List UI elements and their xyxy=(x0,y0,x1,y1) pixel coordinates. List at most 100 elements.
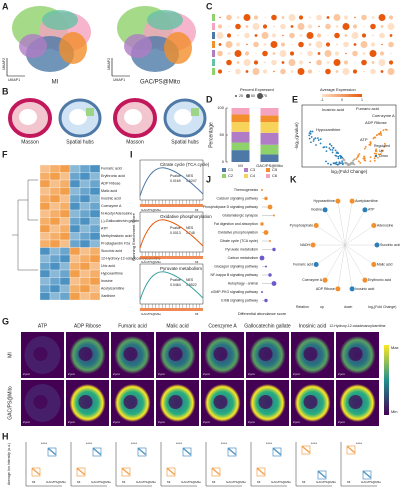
heat-cell xyxy=(59,269,71,278)
dot xyxy=(262,50,268,57)
point xyxy=(78,469,80,471)
point xyxy=(353,163,356,166)
bar-segment xyxy=(260,154,279,162)
group-end: MI xyxy=(195,312,198,316)
point xyxy=(375,134,378,137)
dot xyxy=(362,52,366,55)
dot xyxy=(216,32,224,39)
group-label: MI xyxy=(257,480,260,484)
x-tick-label: GAC/PS@Mito xyxy=(256,163,284,168)
pathway-label: Fat digestion and absorption xyxy=(214,222,258,226)
panel-letter: C xyxy=(206,1,213,11)
dot xyxy=(273,214,275,217)
dot xyxy=(326,61,330,64)
point xyxy=(79,470,82,472)
hub-patch xyxy=(86,108,94,116)
point xyxy=(332,146,335,149)
row-label: GAC/PS@Mito xyxy=(7,386,13,420)
section-label: Spatial hubs xyxy=(171,139,199,145)
point xyxy=(276,451,279,453)
point xyxy=(351,161,354,164)
heat-cell xyxy=(49,164,61,173)
lumen xyxy=(33,395,48,409)
dot xyxy=(308,43,312,46)
dot xyxy=(352,24,358,29)
edge xyxy=(324,209,346,246)
edge xyxy=(344,225,374,246)
edge xyxy=(344,209,366,246)
dot xyxy=(361,59,367,66)
legend-swatch xyxy=(244,168,248,172)
point-label: Inosinic acid xyxy=(322,107,344,112)
dot xyxy=(363,25,365,28)
group-end: MI xyxy=(195,260,198,264)
dot xyxy=(264,16,266,19)
heat-cell xyxy=(89,262,101,271)
heat-cell xyxy=(79,254,91,263)
point xyxy=(353,451,355,453)
group-end: GAC/PS@Mito xyxy=(141,260,161,264)
point xyxy=(323,475,325,477)
dot xyxy=(237,34,239,37)
point xyxy=(325,146,328,149)
point xyxy=(380,132,382,135)
point xyxy=(366,474,369,476)
dot xyxy=(218,43,222,46)
pathway-label: Glucagon signaling pathway xyxy=(214,264,258,268)
node-label: ATP xyxy=(368,208,375,212)
edge xyxy=(316,244,346,265)
dot xyxy=(264,196,268,201)
colorbar xyxy=(322,94,362,97)
heat-cell xyxy=(69,224,81,233)
node-label: Inosine xyxy=(311,208,322,212)
point xyxy=(229,449,231,451)
row-tag xyxy=(212,23,215,30)
point xyxy=(140,450,143,452)
heart-lumen xyxy=(69,109,87,125)
point xyxy=(184,449,186,451)
axis-label: UMAP2 xyxy=(107,58,111,70)
dot xyxy=(280,42,286,47)
point xyxy=(308,137,311,140)
pathway-label: NF-kappa B signaling pathway xyxy=(211,273,259,277)
scale-label: 2 μm xyxy=(68,372,75,376)
point xyxy=(375,148,378,151)
heat-cell xyxy=(69,262,81,271)
node-label: Acetylcarnitine xyxy=(355,199,378,203)
heat-cell xyxy=(59,247,71,256)
dot xyxy=(333,14,341,21)
point xyxy=(345,161,348,164)
dot xyxy=(225,41,233,48)
box xyxy=(211,467,221,477)
dot xyxy=(217,69,223,74)
point xyxy=(308,132,311,135)
dot xyxy=(226,14,232,21)
heat-cell xyxy=(89,202,101,211)
dot xyxy=(235,68,241,75)
dot xyxy=(343,15,349,20)
heat-cell xyxy=(69,239,81,248)
dot xyxy=(352,50,358,57)
dot xyxy=(335,70,339,73)
point xyxy=(369,156,372,159)
gsea-frame xyxy=(139,263,204,305)
dot xyxy=(298,41,304,48)
heat-cell xyxy=(89,164,101,173)
dot xyxy=(309,61,311,64)
heat-cell xyxy=(49,224,61,233)
heat-cell xyxy=(59,179,71,188)
point xyxy=(375,152,378,155)
heart-lumen xyxy=(19,109,37,125)
point xyxy=(51,451,54,453)
legend-label: C6 xyxy=(272,173,278,178)
point xyxy=(317,137,319,140)
dot xyxy=(335,25,339,28)
heat-cell xyxy=(59,187,71,196)
dot xyxy=(226,59,232,66)
colorbar-label: Min xyxy=(391,409,397,414)
legend-label: Relation xyxy=(296,305,309,309)
bar-segment xyxy=(260,132,279,145)
heat-cell xyxy=(69,247,81,256)
heat-cell xyxy=(39,172,51,181)
point xyxy=(369,476,371,478)
